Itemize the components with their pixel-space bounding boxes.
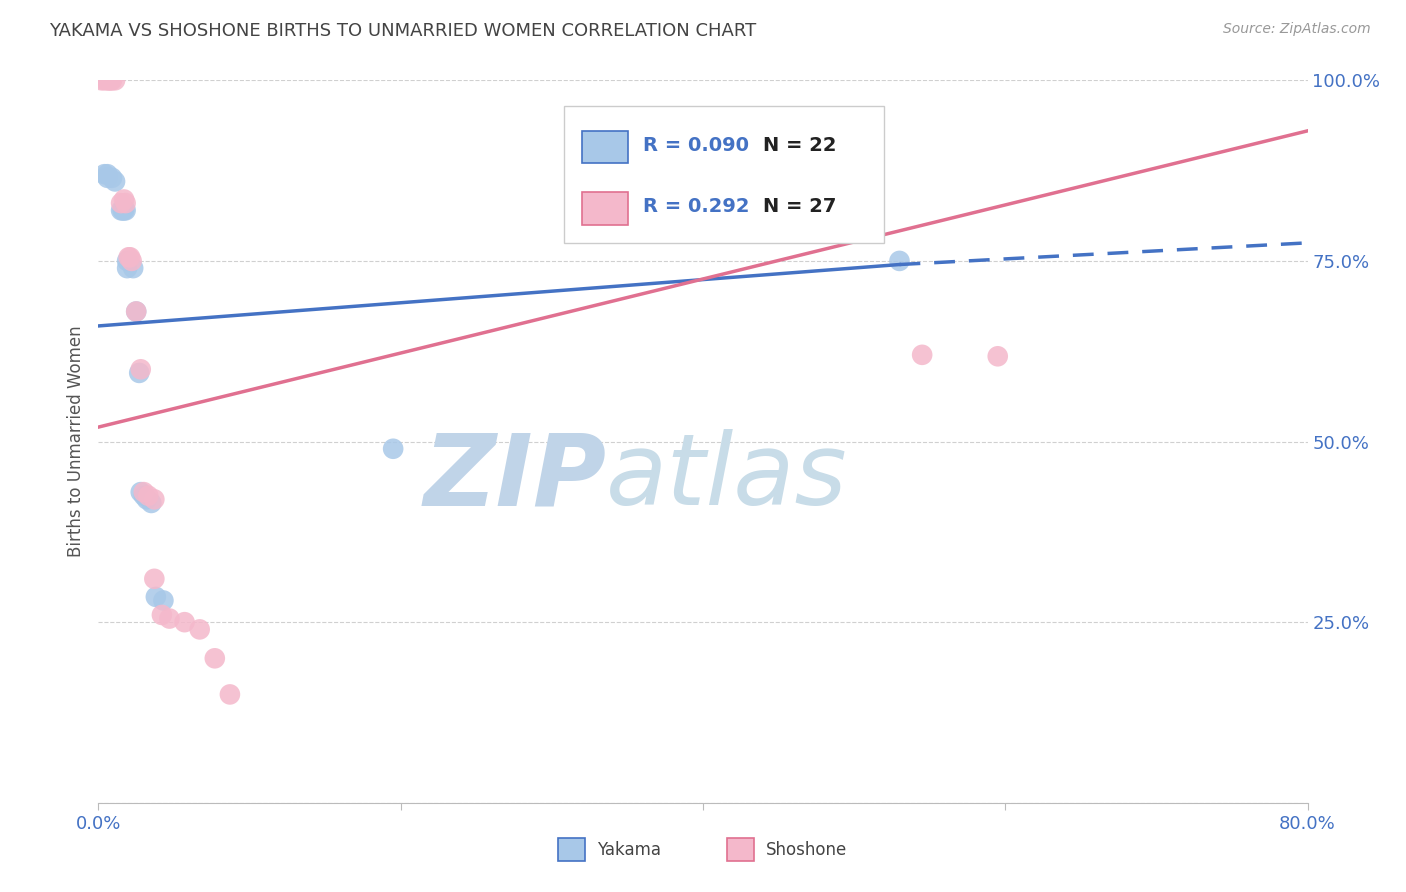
Point <box>112 203 135 218</box>
Point <box>96 73 118 87</box>
Bar <box>582 193 628 225</box>
Point <box>101 73 124 87</box>
Bar <box>727 838 754 862</box>
Point <box>111 203 134 218</box>
Text: R = 0.292: R = 0.292 <box>643 197 749 216</box>
Point <box>911 348 934 362</box>
Point <box>115 261 138 276</box>
Point <box>136 489 159 503</box>
Point <box>93 167 115 181</box>
Point <box>204 651 226 665</box>
Text: atlas: atlas <box>606 429 848 526</box>
Point <box>382 442 405 456</box>
Point <box>125 304 148 318</box>
Point <box>115 253 138 268</box>
Bar <box>558 838 585 862</box>
Point <box>114 203 136 218</box>
Point <box>118 250 141 264</box>
Point <box>159 611 181 625</box>
Point <box>120 250 142 264</box>
Text: R = 0.090: R = 0.090 <box>643 136 748 155</box>
Point <box>96 167 118 181</box>
Point <box>987 349 1010 363</box>
Point <box>96 170 118 185</box>
Point <box>90 73 112 87</box>
FancyBboxPatch shape <box>564 105 884 243</box>
Point <box>145 590 167 604</box>
Point <box>150 607 173 622</box>
Point <box>93 73 115 87</box>
Point <box>889 253 911 268</box>
Bar <box>582 131 628 163</box>
Point <box>110 196 132 211</box>
Point <box>129 485 152 500</box>
Point <box>128 366 150 380</box>
Point <box>132 489 155 503</box>
Point <box>129 362 152 376</box>
Point <box>143 492 166 507</box>
Text: N = 27: N = 27 <box>763 197 837 216</box>
Point <box>104 174 127 188</box>
Point <box>135 492 157 507</box>
Text: Source: ZipAtlas.com: Source: ZipAtlas.com <box>1223 22 1371 37</box>
Point <box>112 193 135 207</box>
Text: N = 22: N = 22 <box>763 136 837 155</box>
Point <box>110 203 132 218</box>
Y-axis label: Births to Unmarried Women: Births to Unmarried Women <box>66 326 84 558</box>
Point <box>121 253 143 268</box>
Point <box>141 496 163 510</box>
Point <box>219 687 242 701</box>
Point <box>100 73 122 87</box>
Text: Yakama: Yakama <box>596 841 661 859</box>
Point <box>104 73 127 87</box>
Point <box>132 485 155 500</box>
Text: ZIP: ZIP <box>423 429 606 526</box>
Point <box>98 73 121 87</box>
Text: Shoshone: Shoshone <box>766 841 848 859</box>
Point <box>114 196 136 211</box>
Text: YAKAMA VS SHOSHONE BIRTHS TO UNMARRIED WOMEN CORRELATION CHART: YAKAMA VS SHOSHONE BIRTHS TO UNMARRIED W… <box>49 22 756 40</box>
Point <box>143 572 166 586</box>
Point <box>188 623 211 637</box>
Point <box>125 304 148 318</box>
Point <box>152 593 174 607</box>
Point <box>122 261 145 276</box>
Point <box>173 615 195 630</box>
Point <box>101 170 124 185</box>
